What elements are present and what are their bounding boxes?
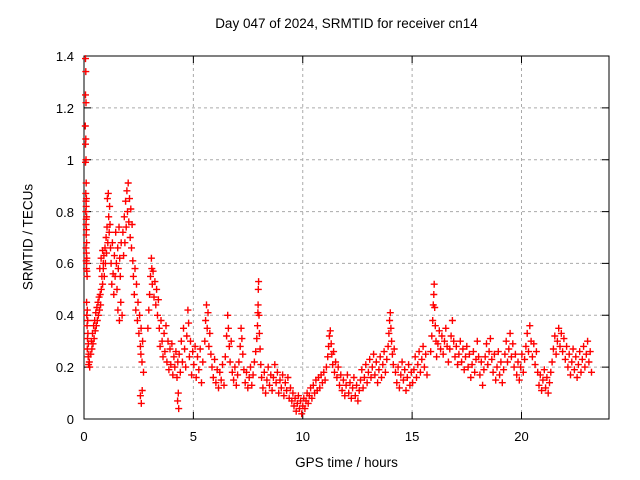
y-tick-label: 0.8 bbox=[55, 204, 74, 220]
x-tick-label: 15 bbox=[404, 429, 420, 444]
y-tick-label: 0.2 bbox=[55, 360, 74, 376]
grid-lines bbox=[84, 56, 609, 419]
data-points bbox=[81, 55, 595, 418]
y-tick-label: 0 bbox=[66, 412, 74, 427]
x-tick-label: 10 bbox=[295, 429, 310, 444]
x-tick-label: 5 bbox=[189, 429, 197, 444]
axis-ticks bbox=[83, 55, 609, 420]
x-tick-label: 20 bbox=[514, 429, 529, 444]
plot-frame bbox=[83, 55, 610, 420]
y-tick-label: 1.2 bbox=[55, 100, 74, 116]
scatter-markers bbox=[81, 55, 595, 418]
x-axis-title: GPS time / hours bbox=[295, 455, 398, 470]
chart-title: Day 047 of 2024, SRMTID for receiver cn1… bbox=[215, 16, 478, 31]
y-tick-label: 1 bbox=[66, 152, 74, 168]
y-tick-label: 1.4 bbox=[55, 49, 74, 64]
y-axis-title: SRMTID / TECUs bbox=[20, 183, 36, 291]
y-tick-label: 0.6 bbox=[55, 256, 74, 272]
y-tick-label: 0.4 bbox=[55, 308, 74, 324]
x-tick-label: 0 bbox=[80, 429, 88, 444]
